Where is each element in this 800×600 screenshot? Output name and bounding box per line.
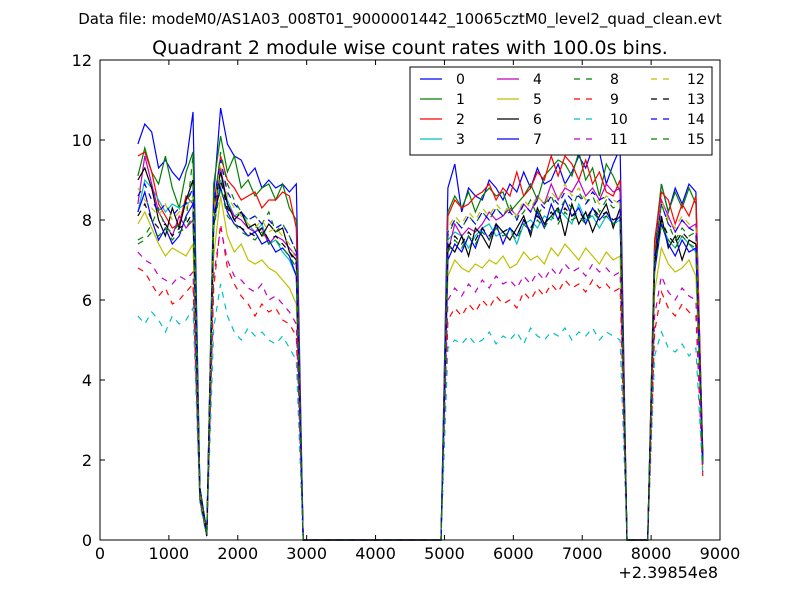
legend-label-5: 5 <box>533 92 542 108</box>
x-tick-label: 1000 <box>149 544 190 563</box>
legend-label-10: 10 <box>610 112 628 128</box>
legend-label-14: 14 <box>687 112 705 128</box>
x-tick-label: 9000 <box>700 544 741 563</box>
x-tick-label: 2000 <box>217 544 258 563</box>
series-line-9 <box>137 223 704 541</box>
chart-title: Quadrant 2 module wise count rates with … <box>152 37 668 59</box>
legend-label-1: 1 <box>456 92 465 108</box>
y-tick-label: 12 <box>72 51 92 70</box>
legend-label-8: 8 <box>610 72 619 88</box>
legend-label-7: 7 <box>533 132 542 148</box>
series-line-10 <box>137 283 704 541</box>
data-file-suptitle: Data file: modeM0/AS1A03_008T01_90000014… <box>78 10 722 29</box>
x-tick-label: 7000 <box>562 544 603 563</box>
y-tick-label: 2 <box>82 451 92 470</box>
x-tick-label: 5000 <box>424 544 465 563</box>
x-tick-label: 8000 <box>631 544 672 563</box>
legend-label-11: 11 <box>610 132 628 148</box>
y-tick-label: 10 <box>72 131 92 150</box>
legend-label-3: 3 <box>456 132 465 148</box>
legend-label-9: 9 <box>610 92 619 108</box>
legend-label-2: 2 <box>456 112 465 128</box>
x-tick-label: 3000 <box>286 544 327 563</box>
y-tick-label: 4 <box>82 371 92 390</box>
legend-label-0: 0 <box>456 72 465 88</box>
legend-label-4: 4 <box>533 72 542 88</box>
legend-label-15: 15 <box>687 132 705 148</box>
y-tick-label: 8 <box>82 211 92 230</box>
legend-label-13: 13 <box>687 92 705 108</box>
series-line-14 <box>137 159 704 541</box>
y-tick-label: 6 <box>82 291 92 310</box>
legend-label-6: 6 <box>533 112 542 128</box>
legend-box <box>409 66 713 156</box>
x-axis-offset-label: +2.39854e8 <box>618 563 718 582</box>
x-tick-label: 4000 <box>355 544 396 563</box>
x-tick-label: 0 <box>95 544 105 563</box>
series-line-12 <box>137 163 704 541</box>
legend-label-12: 12 <box>687 72 705 88</box>
axes-group: 0 1000 2000 3000 4000 5000 6000 7000 8000 9000 0 2 4… <box>72 51 741 563</box>
y-tick-label: 0 <box>82 531 92 550</box>
x-tick-label: 6000 <box>493 544 534 563</box>
